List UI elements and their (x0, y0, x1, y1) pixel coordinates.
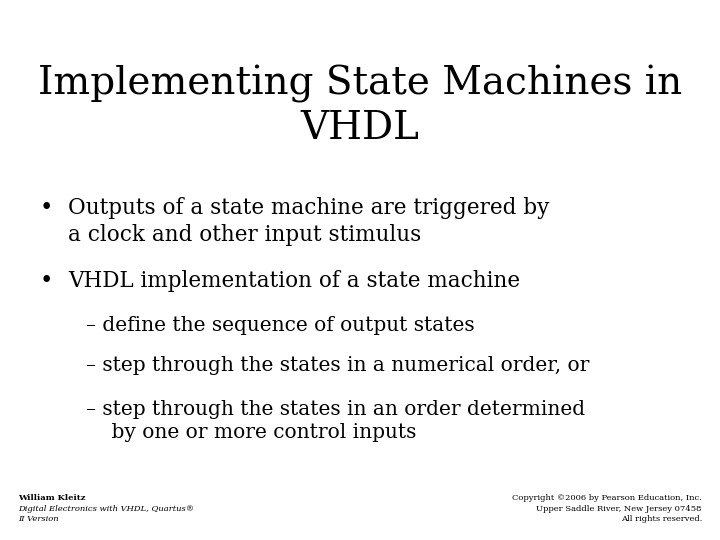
Text: Implementing State Machines in
VHDL: Implementing State Machines in VHDL (38, 65, 682, 147)
Text: •: • (40, 270, 53, 292)
Text: Copyright ©2006 by Pearson Education, Inc.: Copyright ©2006 by Pearson Education, In… (512, 494, 702, 502)
Text: All rights reserved.: All rights reserved. (621, 515, 702, 523)
Text: Upper Saddle River, New Jersey 07458: Upper Saddle River, New Jersey 07458 (536, 505, 702, 513)
Text: William Kleitz: William Kleitz (18, 494, 86, 502)
Text: – define the sequence of output states: – define the sequence of output states (86, 316, 475, 335)
Text: •: • (40, 197, 53, 219)
Text: Digital Electronics with VHDL, Quartus®: Digital Electronics with VHDL, Quartus® (18, 505, 194, 513)
Text: VHDL implementation of a state machine: VHDL implementation of a state machine (68, 270, 521, 292)
Text: II Version: II Version (18, 515, 58, 523)
Text: Outputs of a state machine are triggered by
a clock and other input stimulus: Outputs of a state machine are triggered… (68, 197, 550, 246)
Text: – step through the states in a numerical order, or: – step through the states in a numerical… (86, 356, 590, 375)
Text: – step through the states in an order determined
    by one or more control inpu: – step through the states in an order de… (86, 400, 585, 442)
